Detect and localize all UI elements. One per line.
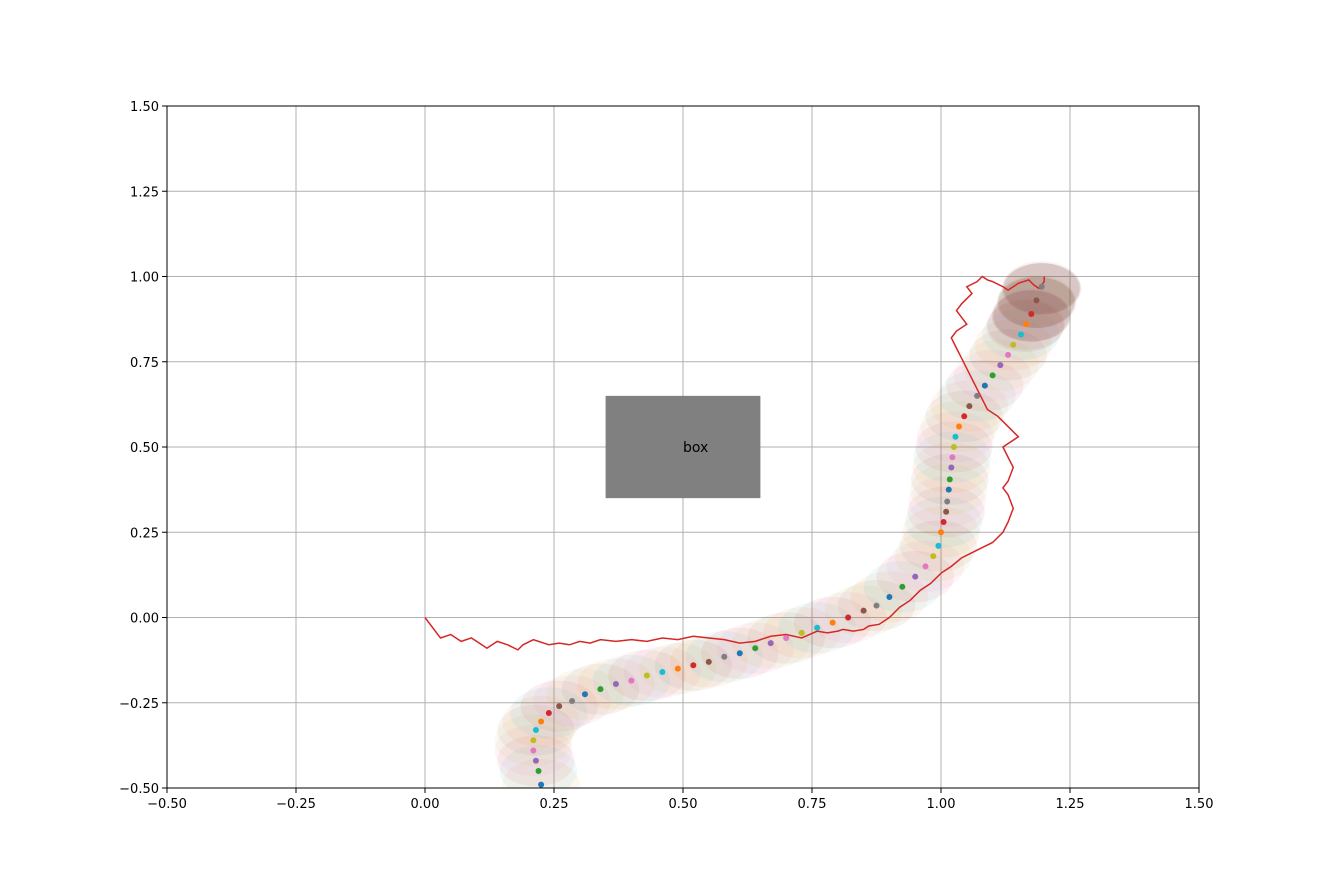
footprint-halo (502, 759, 580, 788)
y-tick-label: 0.50 (130, 441, 159, 456)
trajectory-point (944, 498, 951, 505)
x-tick-label: 1.00 (927, 797, 956, 812)
trajectory-point (938, 529, 944, 536)
trajectory-point (829, 619, 836, 626)
trajectory-point (845, 614, 852, 621)
trajectory-point (545, 709, 552, 716)
trajectory-point (961, 413, 968, 420)
trajectory-point (643, 672, 650, 679)
trajectory-point (989, 372, 996, 379)
trajectory-point (752, 645, 759, 652)
trajectory-point (952, 433, 959, 440)
trajectory-point (530, 747, 537, 754)
trajectory-point (530, 737, 537, 744)
trajectory-point (1010, 341, 1017, 348)
x-tick-label: 1.50 (1185, 797, 1214, 812)
trajectory-point (873, 602, 880, 609)
robot-footprint-halos (494, 261, 1082, 788)
trajectory-point (532, 757, 539, 764)
trajectory-point (966, 403, 973, 410)
trajectory-point (705, 658, 712, 665)
trajectory-point (659, 669, 666, 676)
trajectory-point (946, 476, 953, 483)
x-tick-label: −0.50 (147, 797, 187, 812)
trajectory-point (597, 686, 604, 693)
x-tick-label: 0.50 (669, 797, 698, 812)
trajectory-point (948, 464, 955, 471)
trajectory-point (930, 553, 937, 560)
y-tick-label: 0.25 (130, 526, 159, 541)
trajectory-point (922, 563, 929, 570)
y-tick-label: 1.25 (130, 185, 159, 200)
y-tick-label: 1.50 (130, 100, 159, 115)
x-axis-ticks: −0.50 −0.25 0.00 0.25 0.50 0.75 1.00 1.25 1.50 (147, 788, 1213, 812)
trajectory-point (1028, 311, 1035, 318)
y-tick-label: 0.75 (130, 356, 159, 371)
footprint-halo (499, 745, 578, 788)
x-tick-label: 0.25 (540, 797, 569, 812)
x-tick-label: −0.25 (276, 797, 316, 812)
trajectory-point (945, 486, 952, 493)
trajectory-point (538, 718, 545, 725)
trajectory-point (950, 444, 957, 450)
trajectory-point (569, 698, 576, 705)
trajectory-point (1038, 283, 1045, 290)
trajectory-point (798, 629, 805, 636)
trajectory-point (674, 665, 681, 672)
trajectory-point (538, 781, 545, 788)
x-tick-label: 1.25 (1056, 797, 1085, 812)
trajectory-point (943, 508, 950, 515)
trajectory-line (424, 275, 1045, 651)
trajectory-point (860, 607, 867, 614)
trajectory-points (530, 283, 1045, 788)
trajectory-point (736, 650, 743, 657)
trajectory-point (949, 454, 956, 461)
trajectory-point (981, 382, 988, 389)
y-axis-ticks: −0.50 −0.25 0.00 0.25 0.50 0.75 1.00 1.25 1.50 (119, 100, 167, 797)
trajectory-point (721, 653, 728, 660)
obstacle-label: box (683, 440, 708, 456)
trajectory-point (1033, 297, 1040, 304)
trajectory-point (899, 583, 906, 590)
trajectory-point (1005, 351, 1012, 358)
trajectory-point (783, 634, 790, 641)
trajectory-point (886, 594, 893, 601)
trajectory-point (814, 624, 821, 631)
red-trajectory (424, 275, 1045, 651)
trajectory-point (997, 362, 1004, 369)
trajectory-point (556, 703, 563, 710)
obstacle: box (605, 395, 761, 499)
trajectory-point (767, 640, 774, 647)
y-tick-label: −0.25 (119, 697, 159, 712)
trajectory-point (581, 691, 588, 698)
trajectory-point (690, 662, 697, 669)
trajectory-point (612, 680, 619, 687)
trajectory-point (628, 677, 635, 684)
trajectory-point (532, 727, 539, 734)
trajectory-point (935, 542, 942, 549)
obstacle-box (605, 395, 761, 499)
y-tick-label: 0.00 (130, 612, 159, 627)
x-tick-label: 0.75 (798, 797, 827, 812)
trajectory-point (912, 573, 919, 580)
trajectory-point (535, 767, 542, 774)
trajectory-point (956, 423, 963, 430)
y-tick-label: −0.50 (119, 782, 159, 797)
trajectory-point (974, 392, 981, 399)
trajectory-point (940, 519, 947, 526)
y-tick-label: 1.00 (130, 271, 159, 286)
x-tick-label: 0.00 (411, 797, 440, 812)
trajectory-point (1017, 331, 1024, 338)
trajectory-point (1023, 321, 1030, 328)
